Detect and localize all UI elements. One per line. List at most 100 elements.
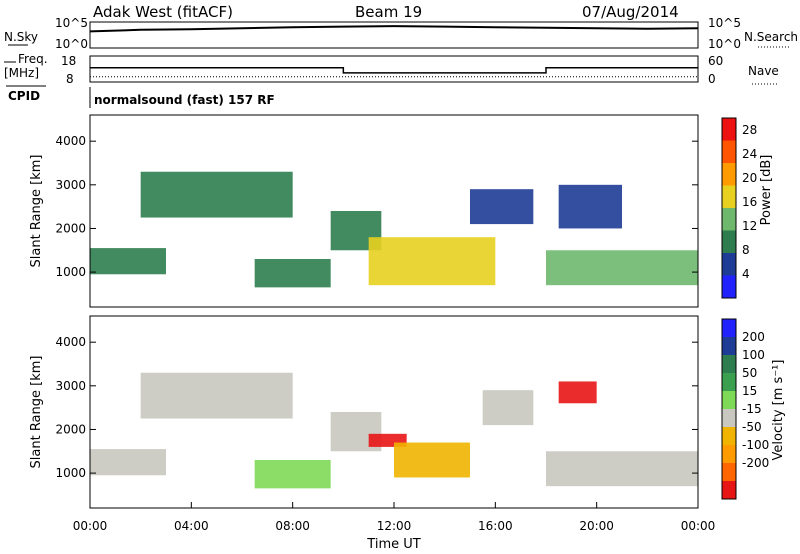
colorbar-swatch — [722, 230, 736, 253]
power-ylabel: Slant Range [km] — [29, 155, 44, 268]
cpid-text: normalsound (fast) 157 RF — [94, 93, 275, 107]
beam-title: Beam 19 — [355, 3, 422, 21]
colorbar-tick: 200 — [742, 330, 765, 344]
data-region — [482, 390, 534, 426]
colorbar-tick: 50 — [742, 366, 757, 380]
data-region — [254, 460, 331, 489]
freq-ytick-bottom: 8 — [66, 72, 74, 86]
colorbar-tick: -200 — [742, 456, 769, 470]
ytick-label: 2000 — [55, 422, 86, 436]
ytick-label: 3000 — [55, 379, 86, 393]
xtick-label: 00:00 — [73, 519, 108, 533]
colorbar-tick: 28 — [742, 123, 757, 137]
colorbar-swatch — [722, 445, 736, 463]
colorbar-tick: -50 — [742, 420, 762, 434]
date-title: 07/Aug/2014 — [582, 3, 679, 21]
colorbar-swatch — [722, 185, 736, 208]
data-region — [558, 184, 622, 229]
colorbar-swatch — [722, 118, 736, 141]
xtick-label: 08:00 — [275, 519, 310, 533]
data-region — [254, 259, 331, 288]
data-region — [470, 189, 534, 225]
colorbar-swatch — [722, 481, 736, 499]
data-region — [546, 250, 698, 286]
data-region — [558, 381, 597, 404]
freq-series-line — [90, 66, 698, 74]
data-region — [140, 171, 293, 218]
velocity-regions — [90, 372, 698, 489]
colorbar-swatch — [722, 253, 736, 276]
nsearch-ytick-top: 10^5 — [708, 16, 741, 30]
freq-unit-label: [MHz] — [4, 66, 39, 80]
colorbar-tick: 16 — [742, 195, 757, 209]
colorbar-swatch — [722, 427, 736, 445]
nsky-panel: N.Sky 10^5 10^0 10^5 10^0 N.Search — [4, 16, 798, 51]
xtick-label: 16:00 — [478, 519, 513, 533]
colorbar-swatch — [722, 208, 736, 231]
colorbar-tick: 24 — [742, 147, 757, 161]
power-frame — [89, 114, 699, 308]
nave-ytick-top: 60 — [708, 54, 723, 68]
freq-label: Freq. — [18, 52, 48, 66]
colorbar-tick: 4 — [742, 267, 750, 281]
power-regions — [90, 171, 698, 288]
colorbar-tick: 15 — [742, 384, 757, 398]
colorbar-tick: 12 — [742, 219, 757, 233]
colorbar-swatch — [722, 140, 736, 163]
colorbar-swatch — [722, 337, 736, 355]
freq-frame — [89, 55, 699, 83]
nave-label: Nave — [748, 64, 779, 78]
colorbar-frame — [721, 318, 737, 500]
colorbar-frame — [721, 117, 737, 299]
ytick-label: 2000 — [55, 221, 86, 235]
data-region — [140, 372, 293, 419]
ytick-label: 3000 — [55, 178, 86, 192]
cpid-panel: CPID normalsound (fast) 157 RF — [6, 85, 275, 108]
velocity-colorbar: 200 100 50 15 -15 -50 -100 -200 — [721, 318, 769, 500]
nave-ytick-bottom: 0 — [708, 72, 716, 86]
colorbar-tick: -15 — [742, 402, 762, 416]
data-region — [90, 449, 166, 476]
data-region — [90, 248, 166, 275]
cpid-label: CPID — [8, 89, 40, 103]
xtick-label: 12:00 — [377, 519, 412, 533]
data-region — [394, 442, 470, 478]
ytick-label: 1000 — [55, 265, 86, 279]
colorbar-tick: -100 — [742, 438, 769, 452]
velocity-yticks: 1000 2000 3000 4000 — [55, 335, 698, 480]
velocity-xlabel: Time UT — [366, 537, 420, 552]
colorbar-swatch — [722, 373, 736, 391]
data-region — [546, 451, 698, 487]
xtick-label: 20:00 — [579, 519, 614, 533]
power-colorbar: 4 8 12 16 20 24 28 — [721, 117, 757, 299]
nsky-series-line — [89, 25, 699, 33]
ytick-label: 1000 — [55, 466, 86, 480]
nsky-label: N.Sky — [4, 30, 38, 44]
colorbar-swatch — [722, 319, 736, 337]
colorbar-swatch — [722, 391, 736, 409]
nsearch-label: N.Search — [744, 30, 798, 44]
xtick-label: 04:00 — [174, 519, 209, 533]
power-panel: 1000 2000 3000 4000 Slant Range [km] 4 8 12 16… — [29, 114, 774, 308]
power-cbar-label: Power [dB] — [759, 155, 774, 226]
power-yticks: 1000 2000 3000 4000 — [55, 134, 698, 279]
xtick-label: 00:00 — [681, 519, 716, 533]
nsky-ytick-top: 10^5 — [55, 16, 88, 30]
velocity-cbar-label: Velocity [m s⁻¹] — [771, 360, 786, 461]
nsearch-ytick-bottom: 10^0 — [708, 37, 741, 51]
nsky-ytick-bottom: 10^0 — [55, 37, 88, 51]
colorbar-swatch — [722, 463, 736, 481]
colorbar-swatch — [722, 163, 736, 186]
station-title: Adak West (fitACF) — [93, 3, 233, 21]
freq-ytick-top: 18 — [61, 54, 76, 68]
data-region — [368, 237, 496, 286]
colorbar-tick: 100 — [742, 348, 765, 362]
velocity-panel: 1000 2000 3000 4000 00:00 04:00 08:00 12:00 16:… — [29, 315, 786, 552]
ytick-label: 4000 — [55, 335, 86, 349]
ytick-label: 4000 — [55, 134, 86, 148]
colorbar-swatch — [722, 355, 736, 373]
colorbar-swatch — [722, 275, 736, 298]
colorbar-tick: 8 — [742, 243, 750, 257]
colorbar-swatch — [722, 409, 736, 427]
